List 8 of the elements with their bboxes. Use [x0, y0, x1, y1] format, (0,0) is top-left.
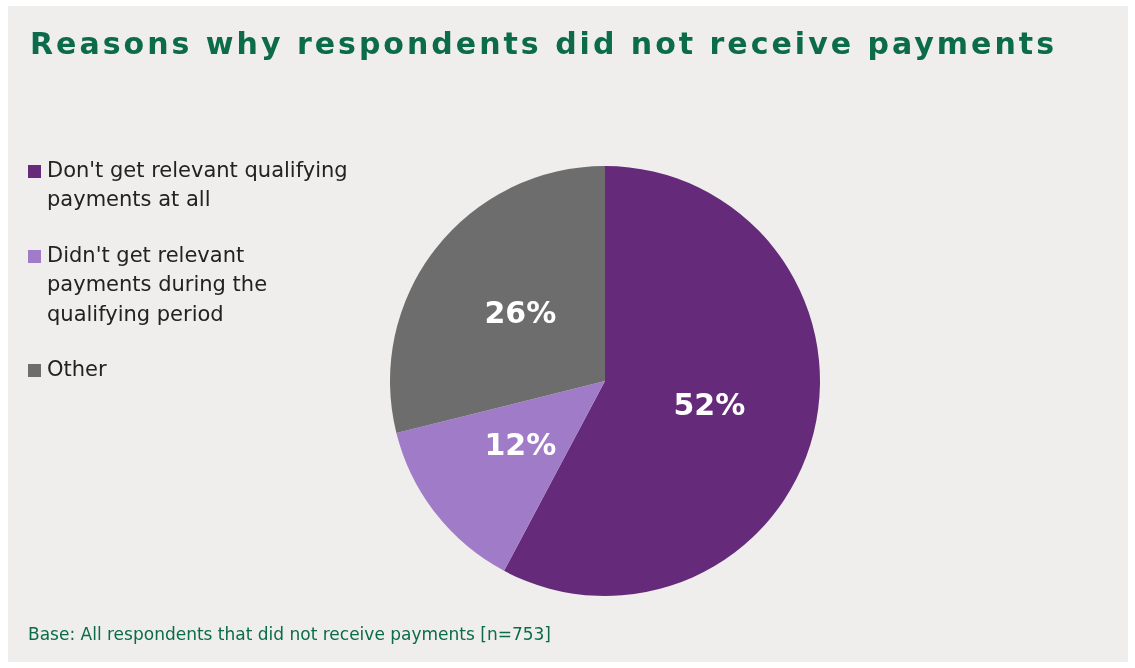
legend-label: Didn't get relevant payments during the qualifying period [47, 241, 269, 328]
data-label: 52% [673, 386, 746, 422]
legend-label: Other [47, 355, 107, 383]
text: Base: All respondents that did not receive payments [n=753] [28, 624, 551, 644]
data-label: 26% [484, 294, 557, 330]
chart-title: Reasons why respondents did not receive payments [30, 26, 1057, 61]
data-label: 12% [484, 426, 557, 462]
legend-label: Don't get relevant qualifying payments at all [47, 157, 348, 214]
